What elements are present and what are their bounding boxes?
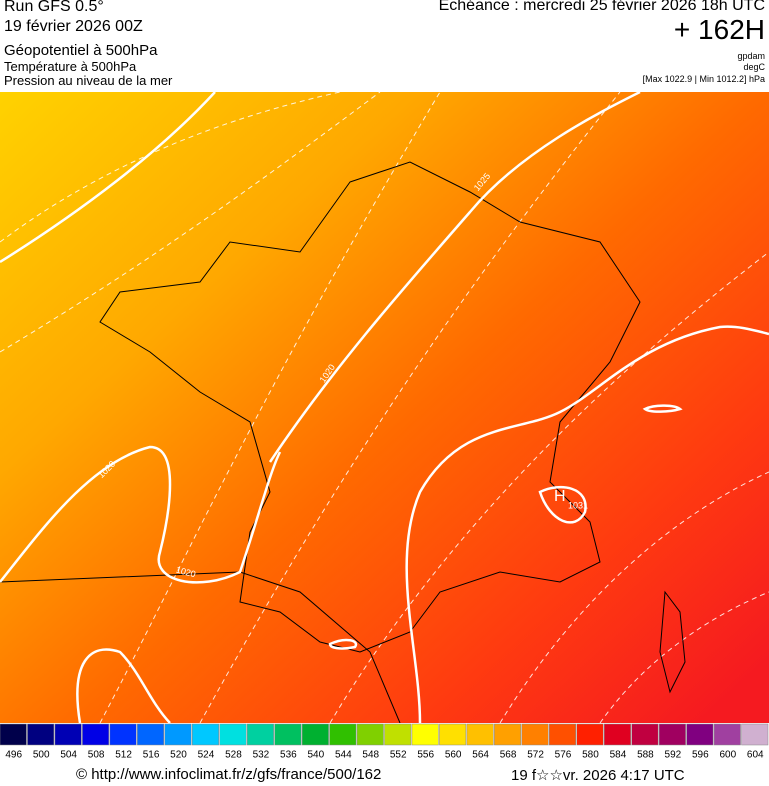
colorbar-label: 524 <box>198 750 215 761</box>
colorbar-swatch <box>0 723 27 746</box>
colorbar-label: 548 <box>362 750 379 761</box>
colorbar-label: 604 <box>747 750 764 761</box>
colorbar-label: 528 <box>225 750 242 761</box>
colorbar-label: 592 <box>665 750 682 761</box>
colorbar-swatch <box>384 723 412 746</box>
header: Run GFS 0.5° 19 février 2026 00Z Géopote… <box>0 0 769 92</box>
colorbar-swatch <box>274 723 302 746</box>
colorbar-swatch <box>192 723 219 746</box>
colorbar: 496 500 504 508 512 516 520 524 528 532 536 540 544 5… <box>0 723 769 761</box>
unit: degC <box>743 62 765 72</box>
colorbar-swatch <box>576 723 604 746</box>
date: 19 février 2026 00Z <box>4 18 143 35</box>
colorbar-label: 540 <box>307 750 324 761</box>
isotherms <box>0 92 769 723</box>
colorbar-label: 544 <box>335 750 352 761</box>
colorbar-swatch <box>356 723 384 746</box>
run: Run GFS 0.5° <box>4 0 104 15</box>
field: Pression au niveau de la mer <box>4 73 173 88</box>
colorbar-swatch <box>137 723 165 746</box>
field-background <box>0 92 769 723</box>
map: 1025 1020 1020 1020 H 1031 <box>0 92 769 723</box>
colorbar-label: 556 <box>417 750 434 761</box>
colorbar-swatch <box>521 723 549 746</box>
colorbar-label: 520 <box>170 750 187 761</box>
colorbar-swatch <box>494 723 522 746</box>
colorbar-swatch <box>109 723 137 746</box>
colorbar-swatch <box>741 723 769 746</box>
colorbar-swatch <box>164 723 192 746</box>
valid-time: Echéance : mercredi 25 février 2026 18h … <box>438 0 765 14</box>
colorbar-label: 508 <box>88 750 105 761</box>
colorbar-label: 584 <box>610 750 627 761</box>
colorbar-label: 504 <box>60 750 77 761</box>
unit: [Max 1022.9 | Min 1012.2] hPa <box>642 74 765 84</box>
colorbar-label: 552 <box>390 750 407 761</box>
colorbar-label: 560 <box>445 750 462 761</box>
colorbar-label: 532 <box>253 750 270 761</box>
colorbar-label: 572 <box>527 750 544 761</box>
colorbar-swatch <box>219 723 247 746</box>
colorbar-label: 600 <box>719 750 736 761</box>
colorbar-swatch <box>658 723 686 746</box>
colorbar-swatch <box>549 723 576 746</box>
coastline <box>0 161 686 723</box>
lead-time: + 162H <box>673 14 765 45</box>
colorbar-swatch <box>246 723 274 746</box>
isobars <box>0 92 769 723</box>
colorbar-swatch <box>466 723 494 746</box>
source: © http://www.infoclimat.fr/z/gfs/france/… <box>76 766 382 783</box>
colorbar-swatch <box>439 723 467 746</box>
high-marker: H <box>554 488 566 505</box>
colorbar-label: 564 <box>472 750 489 761</box>
contour-label: 1031 <box>568 500 588 510</box>
colorbar-label: 496 <box>5 750 22 761</box>
colorbar-swatch <box>54 723 82 746</box>
colorbar-swatch <box>82 723 110 746</box>
colorbar-label: 576 <box>555 750 572 761</box>
colorbar-label: 516 <box>143 750 160 761</box>
colorbar-swatch <box>686 723 714 746</box>
colorbar-swatch <box>631 723 659 746</box>
unit: gpdam <box>737 51 765 61</box>
colorbar-label: 512 <box>115 750 132 761</box>
colorbar-swatch <box>713 723 741 746</box>
colorbar-label: 536 <box>280 750 297 761</box>
colorbar-label: 588 <box>637 750 654 761</box>
colorbar-label: 500 <box>33 750 50 761</box>
colorbar-swatch <box>411 723 439 746</box>
colorbar-swatch <box>301 723 329 746</box>
colorbar-swatch <box>329 723 357 746</box>
colorbar-label: 580 <box>582 750 599 761</box>
field: Température à 500hPa <box>4 59 137 74</box>
field: Géopotentiel à 500hPa <box>4 42 158 59</box>
colorbar-label: 568 <box>500 750 517 761</box>
colorbar-label: 596 <box>692 750 709 761</box>
generated: 19 f☆☆vr. 2026 4:17 UTC <box>511 767 685 784</box>
colorbar-swatch <box>603 723 631 746</box>
colorbar-swatch <box>27 723 55 746</box>
